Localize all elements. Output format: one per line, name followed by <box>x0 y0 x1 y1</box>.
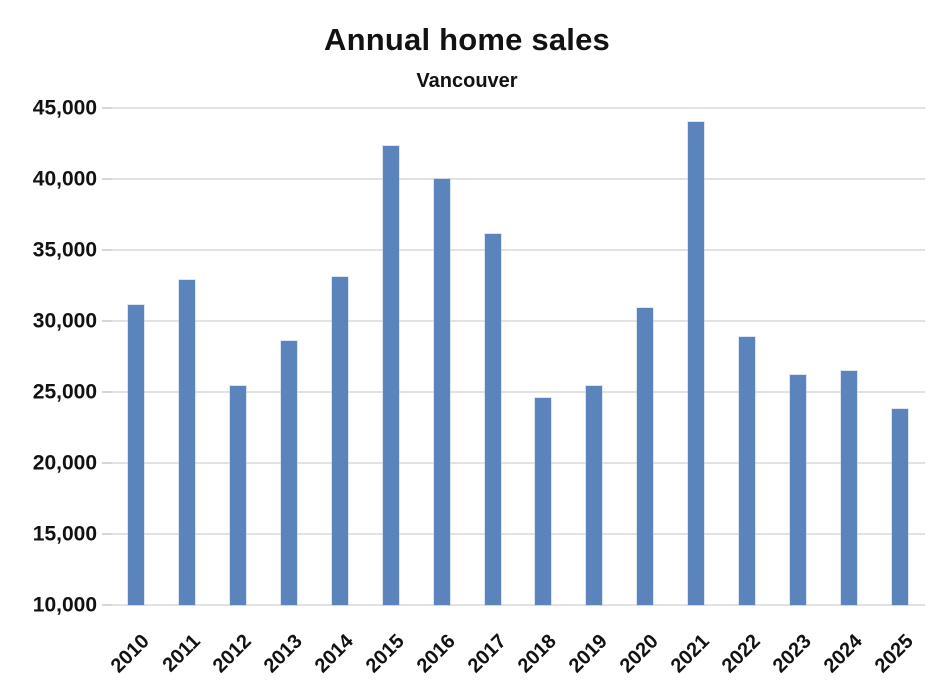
y-axis-tick-label: 10,000 <box>32 593 97 617</box>
y-axis-tick-label: 40,000 <box>32 167 97 191</box>
y-axis-tick-mark <box>102 604 112 606</box>
x-axis-tick-label: 2015 <box>361 630 409 678</box>
x-axis-tick-label: 2017 <box>463 630 511 678</box>
x-axis-tick-label: 2024 <box>819 630 867 678</box>
x-axis-tick-label: 2013 <box>259 630 307 678</box>
y-axis-tick-mark <box>102 320 112 322</box>
y-axis-tick-label: 15,000 <box>32 522 97 546</box>
y-axis-tick-mark <box>102 249 112 251</box>
bar-2016 <box>433 179 450 605</box>
bar-2017 <box>484 234 501 605</box>
bar-2015 <box>382 146 399 605</box>
x-axis-tick-label: 2022 <box>717 630 765 678</box>
bar-2020 <box>637 308 654 605</box>
y-axis-tick-mark <box>102 178 112 180</box>
gridline <box>112 249 925 251</box>
bar-2011 <box>178 279 195 605</box>
x-axis-tick-label: 2014 <box>310 630 358 678</box>
y-axis-tick-label: 35,000 <box>32 238 97 262</box>
y-axis-tick-mark <box>102 462 112 464</box>
bar-2014 <box>331 276 348 605</box>
y-axis-tick-label: 25,000 <box>32 380 97 404</box>
x-axis-tick-label: 2025 <box>870 630 918 678</box>
y-axis-tick-label: 20,000 <box>32 451 97 475</box>
x-axis-tick-label: 2019 <box>565 630 613 678</box>
gridline <box>112 391 925 393</box>
x-axis-tick-label: 2018 <box>514 630 562 678</box>
y-axis-tick-mark <box>102 391 112 393</box>
bar-2010 <box>128 305 144 605</box>
gridline <box>112 462 925 464</box>
gridline <box>112 107 925 109</box>
bar-2019 <box>586 386 603 605</box>
x-axis-tick-label: 2016 <box>412 630 460 678</box>
y-axis-tick-mark <box>102 107 112 109</box>
gridline <box>112 178 925 180</box>
bar-2021 <box>688 122 705 605</box>
x-axis-tick-label: 2012 <box>208 630 256 678</box>
bar-2018 <box>535 397 552 605</box>
bar-2013 <box>280 340 297 605</box>
y-axis-tick-label: 45,000 <box>32 96 97 120</box>
x-axis-tick-label: 2023 <box>768 630 816 678</box>
y-axis-tick-mark <box>102 533 112 535</box>
bar-2022 <box>739 336 756 605</box>
gridline <box>112 320 925 322</box>
bar-2024 <box>841 370 858 605</box>
x-axis-tick-label: 2011 <box>158 630 205 677</box>
bar-2012 <box>229 386 246 605</box>
bar-2023 <box>790 374 807 605</box>
x-axis-tick-label: 2021 <box>667 630 715 678</box>
gridline <box>112 604 925 606</box>
chart-title: Annual home sales <box>324 22 610 57</box>
x-axis-tick-label: 2020 <box>616 630 664 678</box>
gridline <box>112 533 925 535</box>
chart-subtitle: Vancouver <box>416 70 518 92</box>
x-axis-tick-label: 2010 <box>106 630 154 678</box>
y-axis-tick-label: 30,000 <box>32 309 97 333</box>
bar-2025 <box>892 409 908 605</box>
